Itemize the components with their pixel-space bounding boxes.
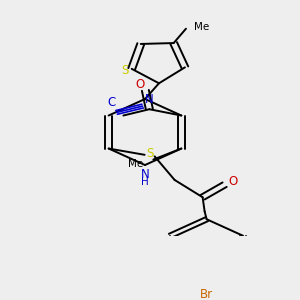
Text: Br: Br bbox=[200, 288, 213, 300]
Text: Me: Me bbox=[194, 22, 209, 32]
Text: S: S bbox=[121, 64, 128, 77]
Text: O: O bbox=[228, 175, 237, 188]
Text: O: O bbox=[136, 78, 145, 91]
Text: N: N bbox=[145, 93, 154, 106]
Text: N: N bbox=[141, 168, 149, 181]
Text: Me: Me bbox=[128, 159, 143, 169]
Text: H: H bbox=[141, 176, 149, 187]
Text: S: S bbox=[146, 147, 153, 160]
Text: C: C bbox=[107, 96, 116, 110]
